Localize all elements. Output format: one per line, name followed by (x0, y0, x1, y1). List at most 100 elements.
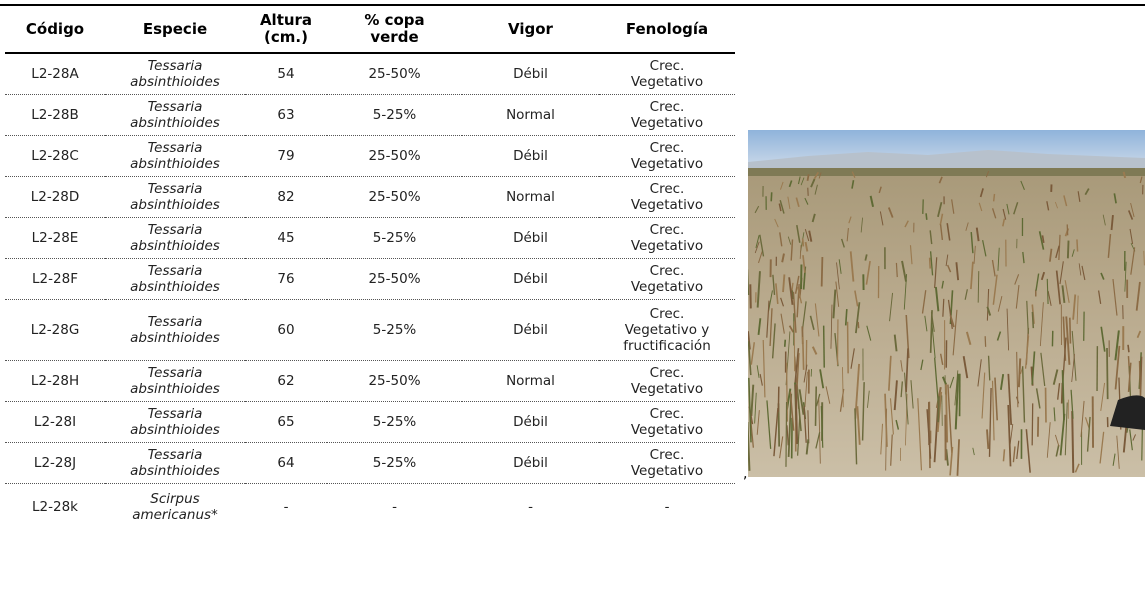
cell-text: 45 (245, 230, 327, 246)
plant-stem (803, 337, 804, 370)
cell-text: Débil (462, 455, 599, 471)
cell-text: L2-28I (5, 414, 105, 430)
field-photo (748, 130, 1145, 477)
header-cell: Vigor (462, 6, 599, 53)
cell-text: Crec. Vegetativo (613, 263, 721, 295)
cell-text: L2-28E (5, 230, 105, 246)
cell-text: Tessaria absinthioides (115, 406, 235, 438)
cell-text: Tessaria absinthioides (115, 365, 235, 397)
cell-text: 25-50% (327, 373, 462, 389)
table-row: L2-28FTessaria absinthioides7625-50%Débi… (5, 259, 735, 300)
table-cell: 25-50% (327, 259, 462, 300)
cell-text: Crec. Vegetativo (613, 181, 721, 213)
cell-text: 25-50% (327, 189, 462, 205)
table-cell: 25-50% (327, 361, 462, 402)
cell-text: 25-50% (327, 271, 462, 287)
plant-stem (807, 174, 808, 180)
table-cell: 54 (245, 53, 327, 95)
table-cell: - (462, 484, 599, 531)
table-cell: Tessaria absinthioides (105, 402, 245, 443)
table-cell: Crec. Vegetativo (599, 95, 735, 136)
cell-text: Crec. Vegetativo (613, 447, 721, 479)
cell-text: Normal (462, 189, 599, 205)
table-cell: Crec. Vegetativo y fructificación (599, 300, 735, 361)
table-row: L2-28GTessaria absinthioides605-25%Débil… (5, 300, 735, 361)
table-cell: 5-25% (327, 443, 462, 484)
plant-stem (1144, 251, 1145, 265)
table-cell: Tessaria absinthioides (105, 443, 245, 484)
cell-text: 5-25% (327, 107, 462, 123)
cell-text: 60 (245, 322, 327, 338)
table-cell: 5-25% (327, 402, 462, 443)
cell-text: Normal (462, 373, 599, 389)
table-cell: Débil (462, 443, 599, 484)
table-cell: L2-28D (5, 177, 105, 218)
table-cell: Débil (462, 300, 599, 361)
cell-text: 25-50% (327, 66, 462, 82)
plant-stem (1077, 239, 1078, 251)
table-row: L2-28BTessaria absinthioides635-25%Norma… (5, 95, 735, 136)
table-row: L2-28A Tessaria absinthioides 5425-50%Débi… (5, 53, 735, 95)
table-cell: 25-50% (327, 136, 462, 177)
table-cell: Normal (462, 361, 599, 402)
plant-stem (816, 387, 817, 426)
plant-stem (803, 239, 804, 247)
table-cell: Normal (462, 95, 599, 136)
table-cell: Tessaria absinthioides (105, 300, 245, 361)
cell-text: Tessaria absinthioides (115, 58, 235, 90)
table-cell: 45 (245, 218, 327, 259)
header-text: % copa verde (355, 12, 435, 46)
cell-text: L2-28D (5, 189, 105, 205)
data-table: CódigoEspecieAltura (cm.) % copa verde Vig… (5, 6, 735, 530)
table-row: L2-28DTessaria absinthioides8225-50%Norm… (5, 177, 735, 218)
cell-text: 5-25% (327, 322, 462, 338)
table-cell: Tessaria absinthioides (105, 136, 245, 177)
plant-stem (896, 263, 897, 277)
header-text: Código (5, 21, 105, 38)
table-cell: Débil (462, 53, 599, 95)
page: CódigoEspecieAltura (cm.) % copa verde Vig… (0, 0, 1145, 603)
cell-text: L2-28C (5, 148, 105, 164)
cell-text: Débil (462, 271, 599, 287)
table-cell: Crec. Vegetativo (599, 361, 735, 402)
plant-stem (1107, 348, 1108, 399)
table-cell: 63 (245, 95, 327, 136)
table-cell: Tessaria absinthioides (105, 361, 245, 402)
table-row: L2-28kScirpus americanus*---- (5, 484, 735, 531)
cell-text: - (462, 499, 599, 515)
header-cell: Altura (cm.) (245, 6, 327, 53)
cell-text: - (245, 499, 327, 515)
table-cell: - (245, 484, 327, 531)
cell-text: Crec. Vegetativo (613, 365, 721, 397)
header-text: Fenología (599, 21, 735, 38)
table-cell: Normal (462, 177, 599, 218)
plant-stem (1003, 449, 1004, 461)
table-cell: 5-25% (327, 95, 462, 136)
cell-text: Tessaria absinthioides (115, 99, 235, 131)
plant-stem (930, 258, 931, 269)
header-cell: Fenología (599, 6, 735, 53)
plant-stem (987, 429, 988, 448)
table-cell: L2-28C (5, 136, 105, 177)
cell-text: Crec. Vegetativo (613, 99, 721, 131)
plant-stem (1070, 318, 1071, 344)
cell-text: - (327, 499, 462, 515)
table-cell: Crec. Vegetativo (599, 402, 735, 443)
table-cell: L2-28k (5, 484, 105, 531)
table-cell: L2-28A (5, 53, 105, 95)
cell-text: Crec. Vegetativo (613, 58, 721, 90)
cell-text: Tessaria absinthioides (115, 181, 235, 213)
table-row: L2-28ETessaria absinthioides455-25%Débil… (5, 218, 735, 259)
table-row: L2-28JTessaria absinthioides645-25%Débil… (5, 443, 735, 484)
table-cell: 25-50% (327, 177, 462, 218)
header-cell: Especie (105, 6, 245, 53)
cell-text: 76 (245, 271, 327, 287)
cell-text: 63 (245, 107, 327, 123)
table-cell: Tessaria absinthioides (105, 218, 245, 259)
table-cell: 76 (245, 259, 327, 300)
cell-text: L2-28k (5, 499, 105, 515)
cell-text: 62 (245, 373, 327, 389)
cell-text: Crec. Vegetativo (613, 406, 721, 438)
cell-text: Scirpus americanus* (115, 491, 235, 523)
table-cell: Crec. Vegetativo (599, 443, 735, 484)
